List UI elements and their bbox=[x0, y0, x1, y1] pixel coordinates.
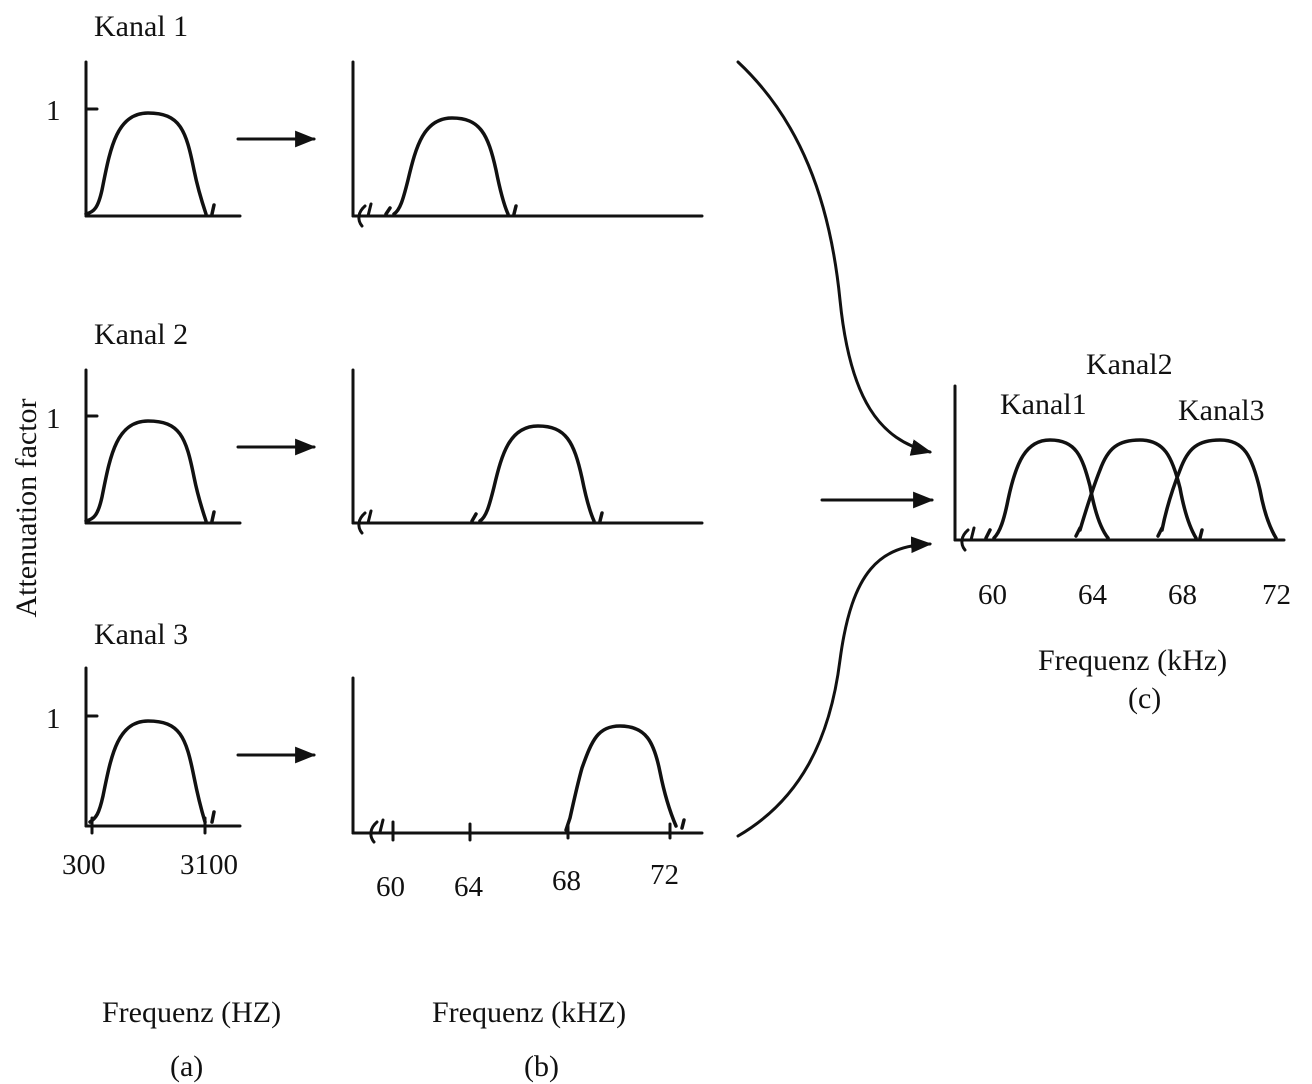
panel-c-label-kanal1: Kanal1 bbox=[1000, 388, 1087, 421]
panel-b-x-tick-label-72: 72 bbox=[650, 859, 679, 891]
y-axis-label: Attenuation factor bbox=[10, 398, 43, 617]
panel-b-row-3 bbox=[351, 676, 704, 844]
kanal-2-y-tick-label: 1 bbox=[46, 403, 61, 435]
panel-a-kanal-3: Kanal 3 1 bbox=[46, 618, 317, 835]
panel-c-caption: (c) bbox=[1128, 682, 1161, 715]
panel-b-row-2-axis-break bbox=[357, 509, 373, 535]
panel-c-kanal1-spectrum bbox=[984, 438, 1110, 540]
panel-c-x-tick-label-64: 64 bbox=[1078, 579, 1108, 611]
panel-a-kanal-2: Kanal 2 1 bbox=[46, 318, 317, 525]
panel-b-row-3-axis-break bbox=[369, 818, 385, 844]
panel-b-row-1 bbox=[351, 60, 704, 228]
panel-b-x-label: Frequenz (kHZ) bbox=[432, 996, 626, 1029]
kanal-1-spectrum bbox=[84, 111, 216, 216]
panel-c-x-label: Frequenz (kHz) bbox=[1038, 644, 1227, 677]
panel-a-x-tick-300: 300 bbox=[62, 849, 106, 881]
panel-b-caption: (b) bbox=[524, 1050, 559, 1083]
panel-c-axis-break bbox=[960, 526, 976, 552]
panel-a-x-label: Frequenz (HZ) bbox=[102, 996, 281, 1029]
panel-c-label-kanal3: Kanal3 bbox=[1178, 394, 1265, 427]
panel-a-x-tick-3100: 3100 bbox=[180, 849, 238, 881]
panel-c-label-kanal2: Kanal2 bbox=[1086, 348, 1173, 381]
panel-b-row-2 bbox=[351, 368, 704, 535]
panel-c-kanal3-spectrum bbox=[1156, 438, 1278, 540]
kanal-1-y-tick-label: 1 bbox=[46, 95, 61, 127]
panel-c-x-tick-label-60: 60 bbox=[978, 579, 1007, 611]
panel-b-row-1-axis-break bbox=[357, 202, 373, 228]
panel-a-caption: (a) bbox=[170, 1050, 203, 1083]
panel-c-x-tick-label-68: 68 bbox=[1168, 579, 1197, 611]
kanal-3-title: Kanal 3 bbox=[94, 618, 188, 651]
kanal-2-title: Kanal 2 bbox=[94, 318, 188, 351]
kanal-1-title: Kanal 1 bbox=[94, 10, 188, 43]
panel-b-x-tick-label-60: 60 bbox=[376, 871, 405, 903]
panel-b-row-3-spectrum bbox=[564, 724, 686, 832]
kanal-2-spectrum bbox=[84, 419, 216, 523]
panel-a-kanal-1: Kanal 1 1 bbox=[46, 10, 317, 218]
kanal-3-spectrum bbox=[88, 719, 216, 824]
kanal-3-y-tick-label: 1 bbox=[46, 703, 61, 735]
panel-b-row-1-spectrum bbox=[384, 116, 518, 216]
panel-b-x-tick-label-64: 64 bbox=[454, 871, 484, 903]
panel-c-kanal2-spectrum bbox=[1074, 438, 1204, 540]
merge-arrow-bottom bbox=[736, 536, 933, 838]
panel-b-row-2-spectrum bbox=[470, 424, 604, 523]
panel-c-plot bbox=[953, 384, 1286, 552]
panel-c-x-tick-label-72: 72 bbox=[1262, 579, 1291, 611]
panel-b-x-tick-label-68: 68 bbox=[552, 865, 581, 897]
merge-arrow-top bbox=[736, 60, 933, 456]
